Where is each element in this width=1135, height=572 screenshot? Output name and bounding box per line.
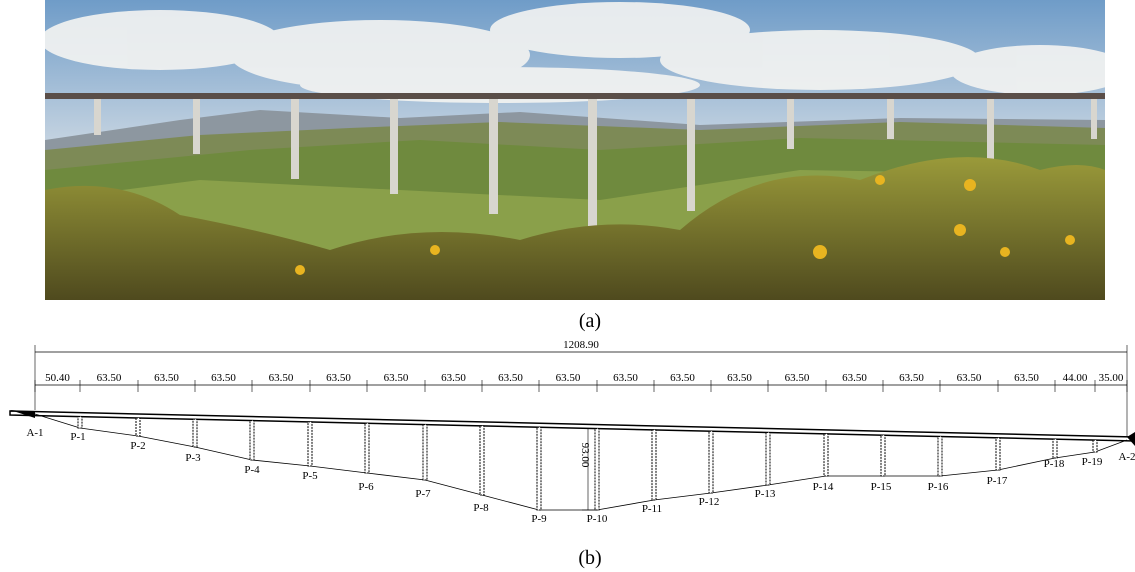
pier — [595, 429, 599, 510]
support-label: P-8 — [473, 502, 489, 514]
pier — [193, 419, 197, 447]
pier — [709, 431, 713, 493]
pier — [1093, 440, 1097, 452]
figure: (a) (b) 1208.90 50.40 63.50 63.50 63.50 63.50… — [0, 0, 1135, 572]
pier — [1053, 439, 1057, 458]
support-label: P-14 — [813, 481, 834, 493]
span-length: 63.50 — [670, 372, 695, 384]
pier — [996, 438, 1000, 470]
span-length: 63.50 — [899, 372, 924, 384]
pier — [136, 418, 140, 436]
span-length: 63.50 — [97, 372, 122, 384]
pier — [652, 430, 656, 500]
span-length: 63.50 — [154, 372, 179, 384]
support-label: P-6 — [358, 481, 374, 493]
span-length: 63.50 — [211, 372, 236, 384]
support-label: A-1 — [26, 427, 43, 439]
support-label: P-13 — [755, 488, 776, 500]
span-length: 44.00 — [1063, 372, 1088, 384]
pier — [308, 422, 312, 466]
figure-canvas: (a) (b) 1208.90 50.40 63.50 63.50 63.50 63.50… — [0, 0, 1135, 572]
pier — [480, 426, 484, 495]
support-label: P-4 — [244, 464, 260, 476]
span-length: 63.50 — [556, 372, 581, 384]
support-label: P-17 — [987, 475, 1008, 487]
deck — [10, 411, 1135, 441]
total-length: 1208.90 — [563, 339, 599, 351]
pier — [824, 434, 828, 476]
span-length: 63.50 — [326, 372, 351, 384]
span-length: 63.50 — [613, 372, 638, 384]
span-length: 63.50 — [498, 372, 523, 384]
support-label: P-5 — [302, 470, 318, 482]
pier — [881, 435, 885, 476]
pier — [537, 427, 541, 510]
support-label: P-16 — [928, 481, 949, 493]
pier — [365, 423, 369, 473]
span-length: 63.50 — [384, 372, 409, 384]
elevation-drawing: 1208.90 50.40 63.50 63.50 63.50 63.50 63.50 63.… — [10, 339, 1135, 525]
caption: (b) — [578, 547, 601, 569]
span-length: 35.00 — [1099, 372, 1124, 384]
support-label: P-2 — [130, 440, 145, 452]
span-length: 63.50 — [441, 372, 466, 384]
span-length: 63.50 — [957, 372, 982, 384]
support-label: P-1 — [70, 431, 85, 443]
pier — [250, 421, 254, 460]
span-length: 63.50 — [842, 372, 867, 384]
pier — [78, 417, 82, 428]
support-label: P-10 — [587, 513, 608, 525]
support-label: P-3 — [185, 452, 201, 464]
support-label: P-11 — [642, 503, 662, 515]
span-length: 63.50 — [727, 372, 752, 384]
support-label: P-9 — [531, 513, 547, 525]
caption: (a) — [579, 310, 601, 332]
support-label: A-2 — [1118, 451, 1135, 463]
pier — [766, 433, 770, 485]
support-label: P-19 — [1082, 456, 1103, 468]
span-length: 63.50 — [269, 372, 294, 384]
pier — [938, 436, 942, 476]
span-length: 63.50 — [1014, 372, 1039, 384]
support-label: P-18 — [1044, 458, 1065, 470]
pier — [423, 425, 427, 480]
support-label: P-15 — [871, 481, 892, 493]
span-length: 63.50 — [785, 372, 810, 384]
support-label: P-7 — [415, 488, 431, 500]
span-length: 50.40 — [45, 372, 70, 384]
support-label: P-12 — [699, 496, 720, 508]
photo — [40, 0, 1130, 300]
pier-height: 93.00 — [579, 443, 591, 468]
